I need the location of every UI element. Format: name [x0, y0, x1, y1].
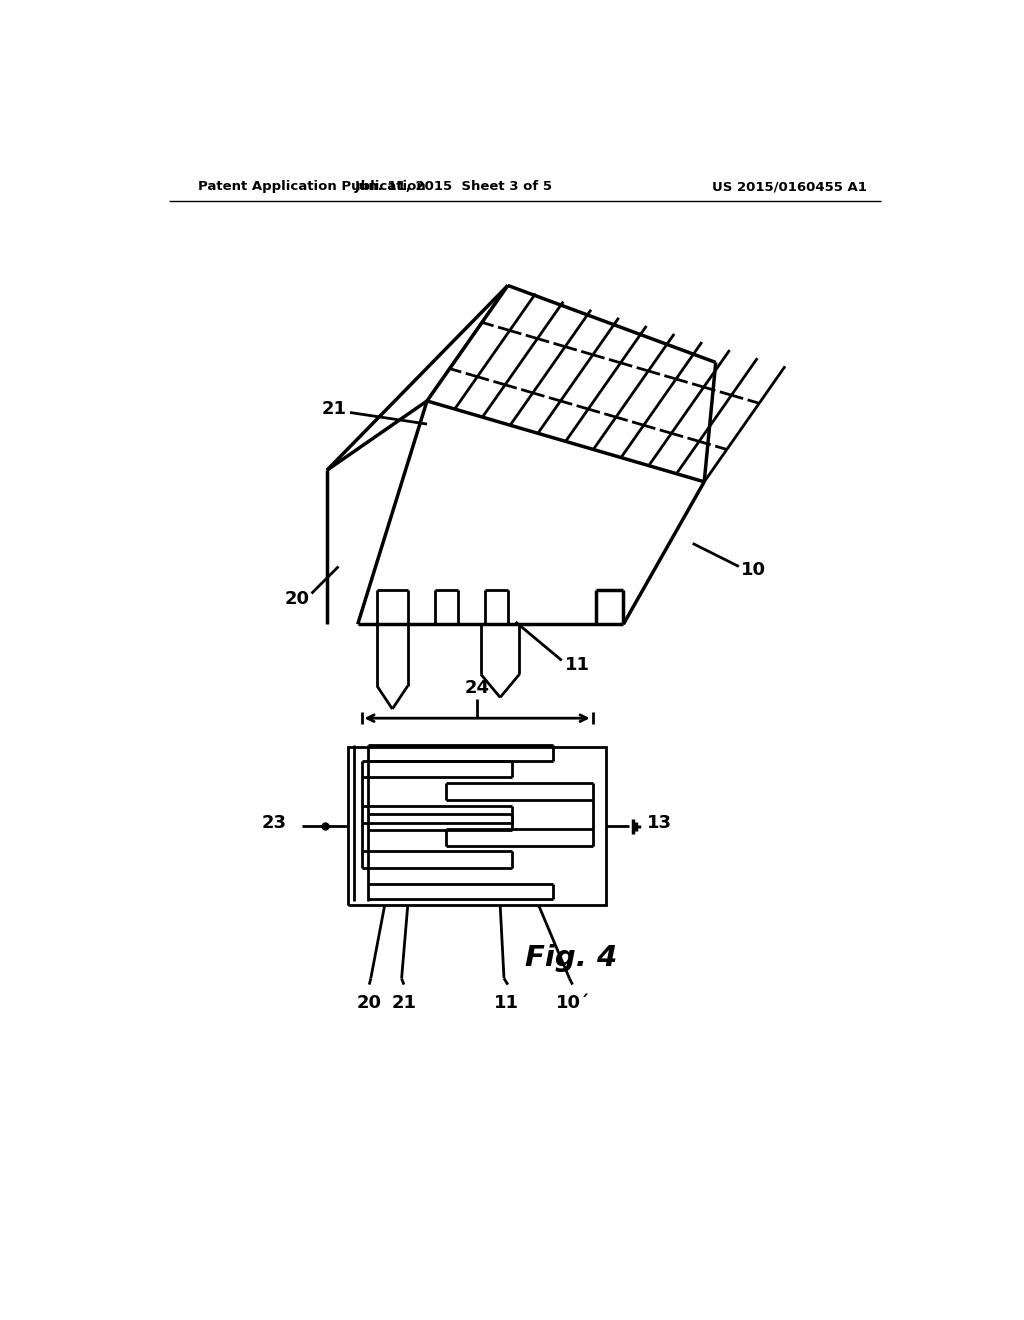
Text: Patent Application Publication: Patent Application Publication	[199, 181, 426, 194]
Text: 10: 10	[741, 561, 766, 578]
Text: Jun. 11, 2015  Sheet 3 of 5: Jun. 11, 2015 Sheet 3 of 5	[355, 181, 553, 194]
Text: 21: 21	[322, 400, 346, 417]
Text: 20: 20	[285, 590, 309, 607]
Text: 11: 11	[494, 994, 519, 1012]
Text: Fig. 4: Fig. 4	[525, 944, 617, 972]
Text: 24: 24	[465, 678, 489, 697]
Text: 21: 21	[391, 994, 417, 1012]
Text: 13: 13	[646, 813, 672, 832]
Text: 20: 20	[356, 994, 382, 1012]
Text: 10´: 10´	[556, 994, 590, 1012]
Text: US 2015/0160455 A1: US 2015/0160455 A1	[712, 181, 866, 194]
Text: 23: 23	[262, 813, 287, 832]
Text: 11: 11	[565, 656, 590, 675]
